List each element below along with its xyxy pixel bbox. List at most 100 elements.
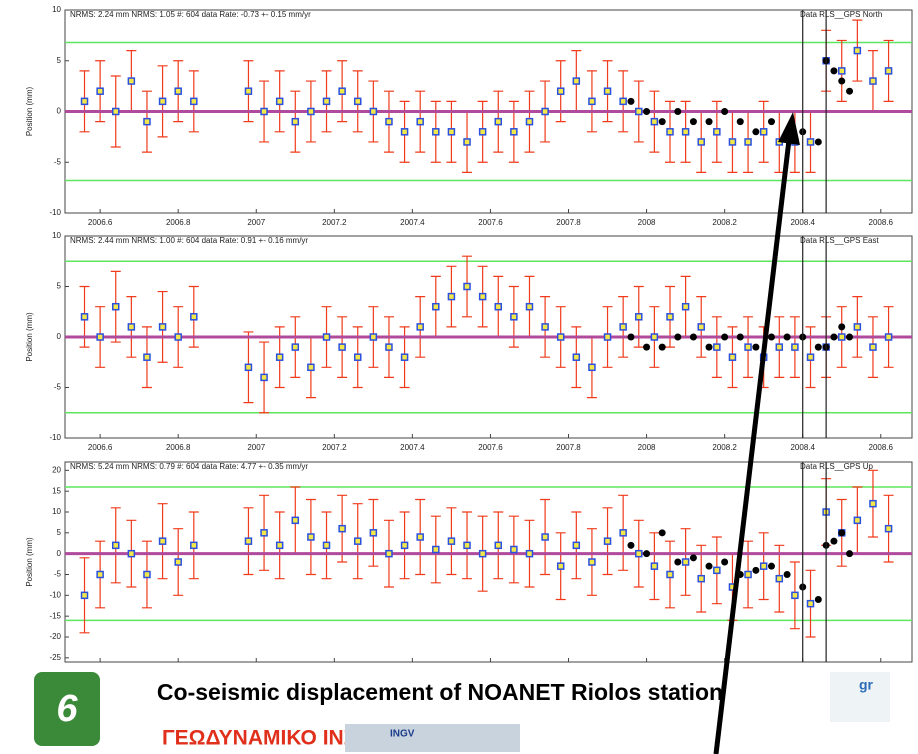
data-point — [244, 363, 253, 372]
model-point — [643, 343, 651, 351]
data-point — [806, 138, 815, 146]
y-tick-label: 10 — [52, 507, 61, 516]
data-point — [572, 541, 581, 550]
data-point — [127, 77, 136, 85]
x-tick-label: 2007.4 — [400, 443, 425, 452]
x-tick-label: 2008.4 — [790, 443, 815, 452]
model-point — [658, 343, 666, 351]
data-point — [666, 570, 674, 579]
x-tick-label: 2008.6 — [869, 443, 894, 452]
model-point — [674, 333, 682, 341]
data-point — [728, 138, 737, 146]
data-point — [697, 574, 705, 583]
model-point — [643, 550, 651, 558]
y-tick-label: 10 — [52, 231, 61, 240]
model-point — [830, 537, 838, 545]
data-point — [791, 591, 799, 600]
arrow — [713, 112, 800, 754]
data-point — [556, 87, 565, 95]
model-point — [658, 529, 666, 537]
model-point — [846, 550, 854, 558]
data-point — [291, 117, 300, 126]
data-point — [525, 302, 534, 311]
data-point — [619, 529, 627, 537]
gr-logo — [830, 672, 890, 722]
chart-subtitle: NRMS: 5.24 mm NRMS: 0.79 #: 604 data Rat… — [70, 462, 308, 471]
x-tick-label: 2007.8 — [556, 218, 581, 227]
data-point — [510, 128, 518, 136]
y-tick-label: -5 — [54, 383, 62, 392]
data-point — [96, 333, 104, 341]
model-point — [627, 97, 635, 105]
data-point — [260, 373, 268, 382]
data-point — [338, 343, 346, 351]
data-point — [369, 333, 378, 341]
data-point — [869, 343, 877, 351]
data-point — [884, 67, 893, 75]
arrow-head — [778, 112, 800, 145]
data-point — [463, 541, 471, 550]
model-point — [767, 333, 775, 341]
model-point — [689, 333, 697, 341]
data-point — [353, 97, 362, 106]
banner-title: Co-seismic displacement of NOANET Riolos… — [157, 679, 723, 705]
model-point — [830, 333, 838, 341]
data-point — [681, 302, 690, 311]
data-point — [478, 549, 487, 558]
data-point — [190, 541, 198, 550]
data-point — [869, 77, 877, 85]
data-point — [400, 353, 409, 361]
x-tick-label: 2007 — [247, 218, 265, 227]
data-point — [244, 537, 253, 545]
data-point — [806, 599, 815, 608]
x-tick-label: 2006.6 — [88, 218, 113, 227]
charts: NRMS: 2.24 mm NRMS: 1.05 #: 604 data Rat… — [25, 5, 913, 676]
fp6-logo-text: 6 — [56, 688, 78, 730]
data-point — [775, 574, 784, 583]
model-point — [830, 67, 838, 75]
data-point — [174, 558, 182, 566]
data-point — [635, 107, 643, 116]
gr-logo-text: gr — [859, 677, 874, 693]
data-point — [432, 545, 440, 554]
data-point — [96, 87, 104, 95]
y-tick-label: 10 — [52, 5, 61, 14]
y-tick-label: 20 — [52, 465, 61, 474]
y-tick-label: 5 — [57, 56, 62, 65]
model-point — [705, 562, 713, 570]
data-point — [635, 313, 643, 321]
model-point — [705, 118, 713, 126]
data-point — [494, 302, 503, 311]
data-point — [556, 562, 565, 570]
model-point — [752, 128, 760, 136]
chart-subtitle: NRMS: 2.24 mm NRMS: 1.05 #: 604 data Rat… — [70, 10, 311, 19]
panel: NRMS: 2.24 mm NRMS: 1.05 #: 604 data Rat… — [25, 5, 913, 227]
data-point — [275, 353, 284, 361]
x-tick-label: 2008.6 — [869, 218, 894, 227]
model-point — [783, 571, 791, 578]
data-point — [478, 128, 487, 136]
data-point — [143, 353, 151, 361]
data-point — [650, 333, 659, 341]
y-tick-label: -5 — [54, 157, 62, 166]
data-point — [681, 558, 690, 566]
data-point — [463, 282, 471, 291]
data-point — [275, 97, 284, 106]
data-point — [127, 323, 136, 331]
banner: 6 Co-seismic displacement of NOANET Riol… — [0, 666, 918, 754]
data-point — [759, 128, 768, 136]
model-point — [767, 118, 775, 126]
plot-frame — [64, 461, 913, 663]
data-point — [369, 107, 378, 116]
x-tick-label: 2007.8 — [556, 443, 581, 452]
x-tick-label: 2008.4 — [790, 218, 815, 227]
model-point — [838, 323, 846, 331]
data-point — [322, 541, 331, 550]
data-point — [291, 343, 300, 351]
data-point — [525, 549, 534, 558]
ingv-logo-text: INGV — [390, 729, 415, 740]
data-point — [853, 46, 862, 55]
x-tick-label: 2007.6 — [478, 218, 503, 227]
ingv-logo — [345, 724, 520, 752]
